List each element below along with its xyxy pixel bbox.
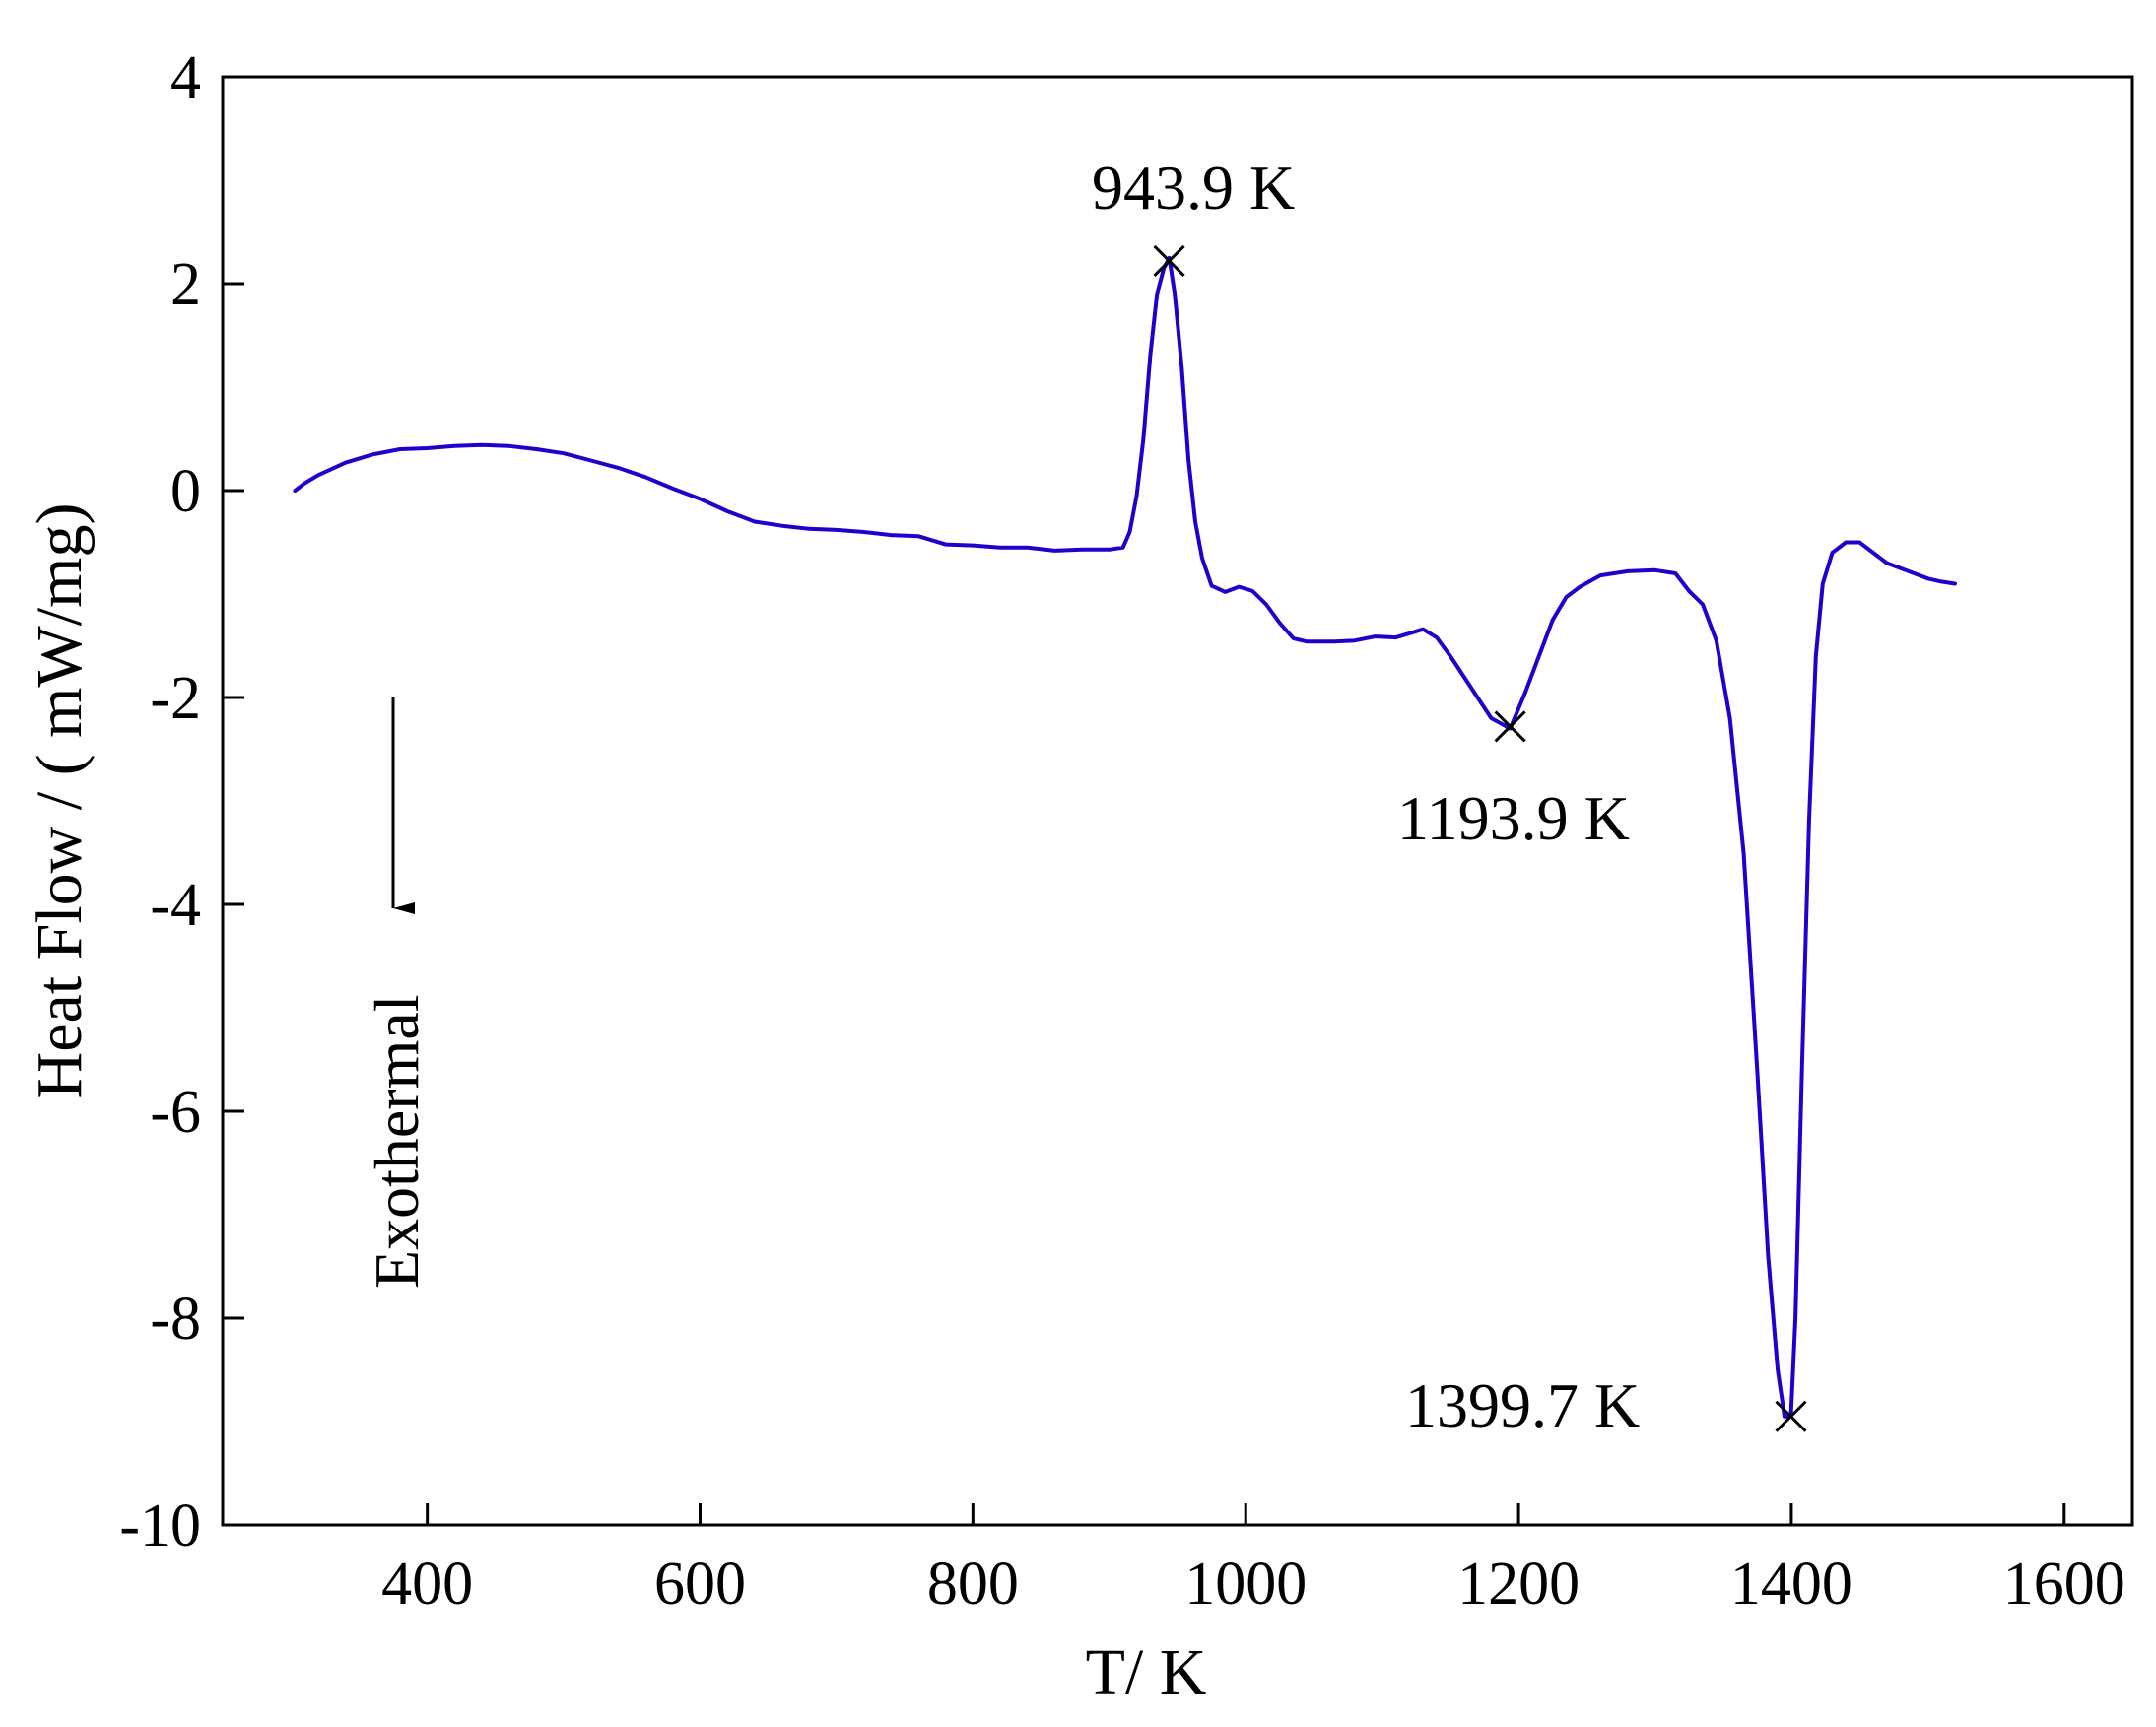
y-tick-label: 2 <box>170 251 201 318</box>
y-axis-title: Heat Flow / ( mW/mg) <box>24 503 96 1099</box>
x-tick-label: 800 <box>927 1551 1019 1618</box>
x-tick-label: 600 <box>654 1551 746 1618</box>
heat-flow-line <box>293 255 1957 1419</box>
x-marker <box>1153 244 1185 277</box>
x-axis-ticks: 400 600 800 1000 1200 1400 1600 <box>381 1503 2125 1618</box>
x-axis-title: T/ K <box>1086 1636 1207 1708</box>
y-tick-label: -4 <box>150 872 201 939</box>
peak-label-1193: 1193.9 K <box>1397 783 1630 853</box>
y-tick-label: -2 <box>150 665 201 732</box>
x-tick-label: 400 <box>381 1551 473 1618</box>
y-tick-label: 4 <box>170 44 201 111</box>
y-tick-label: 0 <box>170 458 201 525</box>
x-tick-label: 1000 <box>1184 1551 1307 1618</box>
x-tick-label: 1200 <box>1457 1551 1580 1618</box>
x-tick-label: 1600 <box>2003 1551 2125 1618</box>
peak-label-943: 943.9 K <box>1092 153 1295 223</box>
x-marker <box>1494 710 1526 743</box>
plot-frame <box>221 75 2134 1527</box>
peak-markers <box>1153 244 1807 1432</box>
y-tick-label: -6 <box>150 1079 201 1146</box>
peak-label-1399: 1399.7 K <box>1405 1370 1640 1440</box>
y-axis-ticks: 4 2 0 -2 -4 -6 -8 -10 <box>119 44 244 1560</box>
y-tick-label: -10 <box>119 1493 201 1560</box>
x-tick-label: 1400 <box>1730 1551 1853 1618</box>
exothermal-label: Exothermal <box>362 994 432 1289</box>
y-tick-label: -8 <box>150 1286 201 1353</box>
x-marker <box>1775 1400 1807 1432</box>
